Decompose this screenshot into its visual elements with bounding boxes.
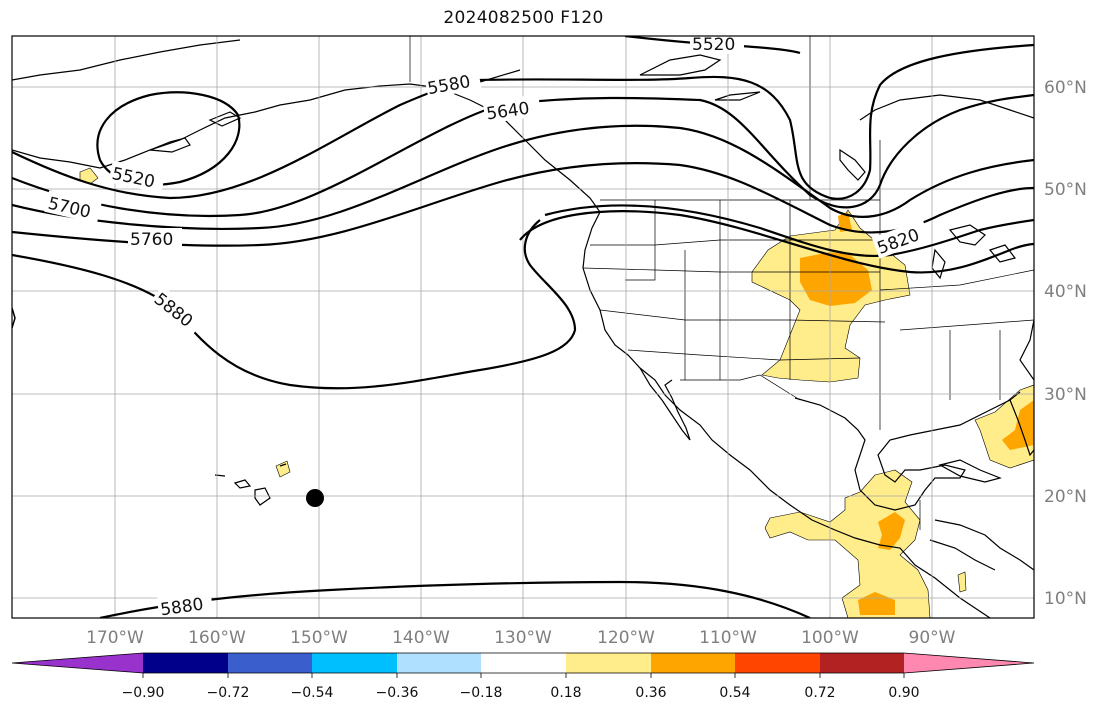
lat-label: 30°N <box>1044 385 1087 405</box>
contour-5580 <box>12 43 1034 200</box>
storm-marker-dot <box>306 489 324 507</box>
lon-label: 100°W <box>801 628 859 648</box>
colorbar-segment <box>228 653 312 673</box>
anomaly-region-caribbean <box>957 571 967 593</box>
colorbar-segment <box>143 653 228 673</box>
colorbar-tick: −0.90 <box>122 685 165 701</box>
colorbar-tick: 0.54 <box>719 685 750 701</box>
colorbar-segment <box>735 653 820 673</box>
lon-label: 170°W <box>86 628 144 648</box>
lon-label: 160°W <box>188 628 246 648</box>
map-canvas: 5520 5580 5640 5520 5700 5760 5820 5880 … <box>12 35 1034 621</box>
map-frame <box>11 35 1035 619</box>
latitude-labels: 60°N 50°N 40°N 30°N 20°N 10°N <box>1044 78 1087 609</box>
anomaly-region-plains-tip <box>838 212 852 232</box>
colorbar: −0.90 −0.72 −0.54 −0.36 −0.18 0.18 0.36 … <box>11 652 1035 701</box>
lat-label: 20°N <box>1044 487 1087 507</box>
contour-label: 5760 <box>130 230 173 250</box>
anomaly-region-florida-core <box>1002 400 1034 450</box>
lon-label: 120°W <box>597 628 655 648</box>
gridlines <box>12 36 1034 618</box>
colorbar-tick: −0.54 <box>291 685 334 701</box>
lat-label: 60°N <box>1044 78 1087 98</box>
colorbar-tick: 0.18 <box>550 685 581 701</box>
contour-5700 <box>12 124 1034 230</box>
anomaly-shading <box>79 167 1034 618</box>
map-title: 2024082500 F120 <box>443 8 604 28</box>
contour-label: 5520 <box>692 35 735 55</box>
contour-label: 5880 <box>159 595 205 621</box>
anomaly-region-aleutian <box>79 167 99 185</box>
contour-5640 <box>12 93 1034 218</box>
lon-label: 150°W <box>290 628 348 648</box>
colorbar-segment <box>566 653 651 673</box>
anomaly-region-central-america <box>764 469 931 618</box>
colorbar-segment <box>904 653 1034 673</box>
colorbar-tick: 0.36 <box>635 685 666 701</box>
lon-label: 110°W <box>699 628 757 648</box>
longitude-labels: 170°W 160°W 150°W 140°W 130°W 120°W 110°… <box>86 628 956 648</box>
lon-label: 130°W <box>494 628 552 648</box>
lon-label: 140°W <box>392 628 450 648</box>
lat-label: 10°N <box>1044 589 1087 609</box>
anomaly-region-central-america-core <box>878 512 905 550</box>
lon-label: 90°W <box>909 628 956 648</box>
colorbar-tick: −0.18 <box>460 685 503 701</box>
colorbar-segment <box>651 653 735 673</box>
coastlines <box>12 39 1034 618</box>
colorbar-tick: 0.72 <box>804 685 835 701</box>
colorbar-segment <box>820 653 904 673</box>
contour-5820 <box>544 204 1034 258</box>
colorbar-tick: −0.72 <box>207 685 250 701</box>
colorbar-tick: −0.36 <box>376 685 419 701</box>
anomaly-region-plains-core <box>800 252 872 306</box>
lat-label: 40°N <box>1044 282 1087 302</box>
colorbar-segment <box>397 653 481 673</box>
colorbar-segment <box>312 653 397 673</box>
contour-5880-east <box>519 210 1034 274</box>
lat-label: 50°N <box>1044 180 1087 200</box>
colorbar-tick: 0.90 <box>888 685 919 701</box>
colorbar-segment <box>12 653 143 673</box>
anomaly-region-hawaii <box>275 460 291 478</box>
colorbar-segment <box>481 653 566 673</box>
